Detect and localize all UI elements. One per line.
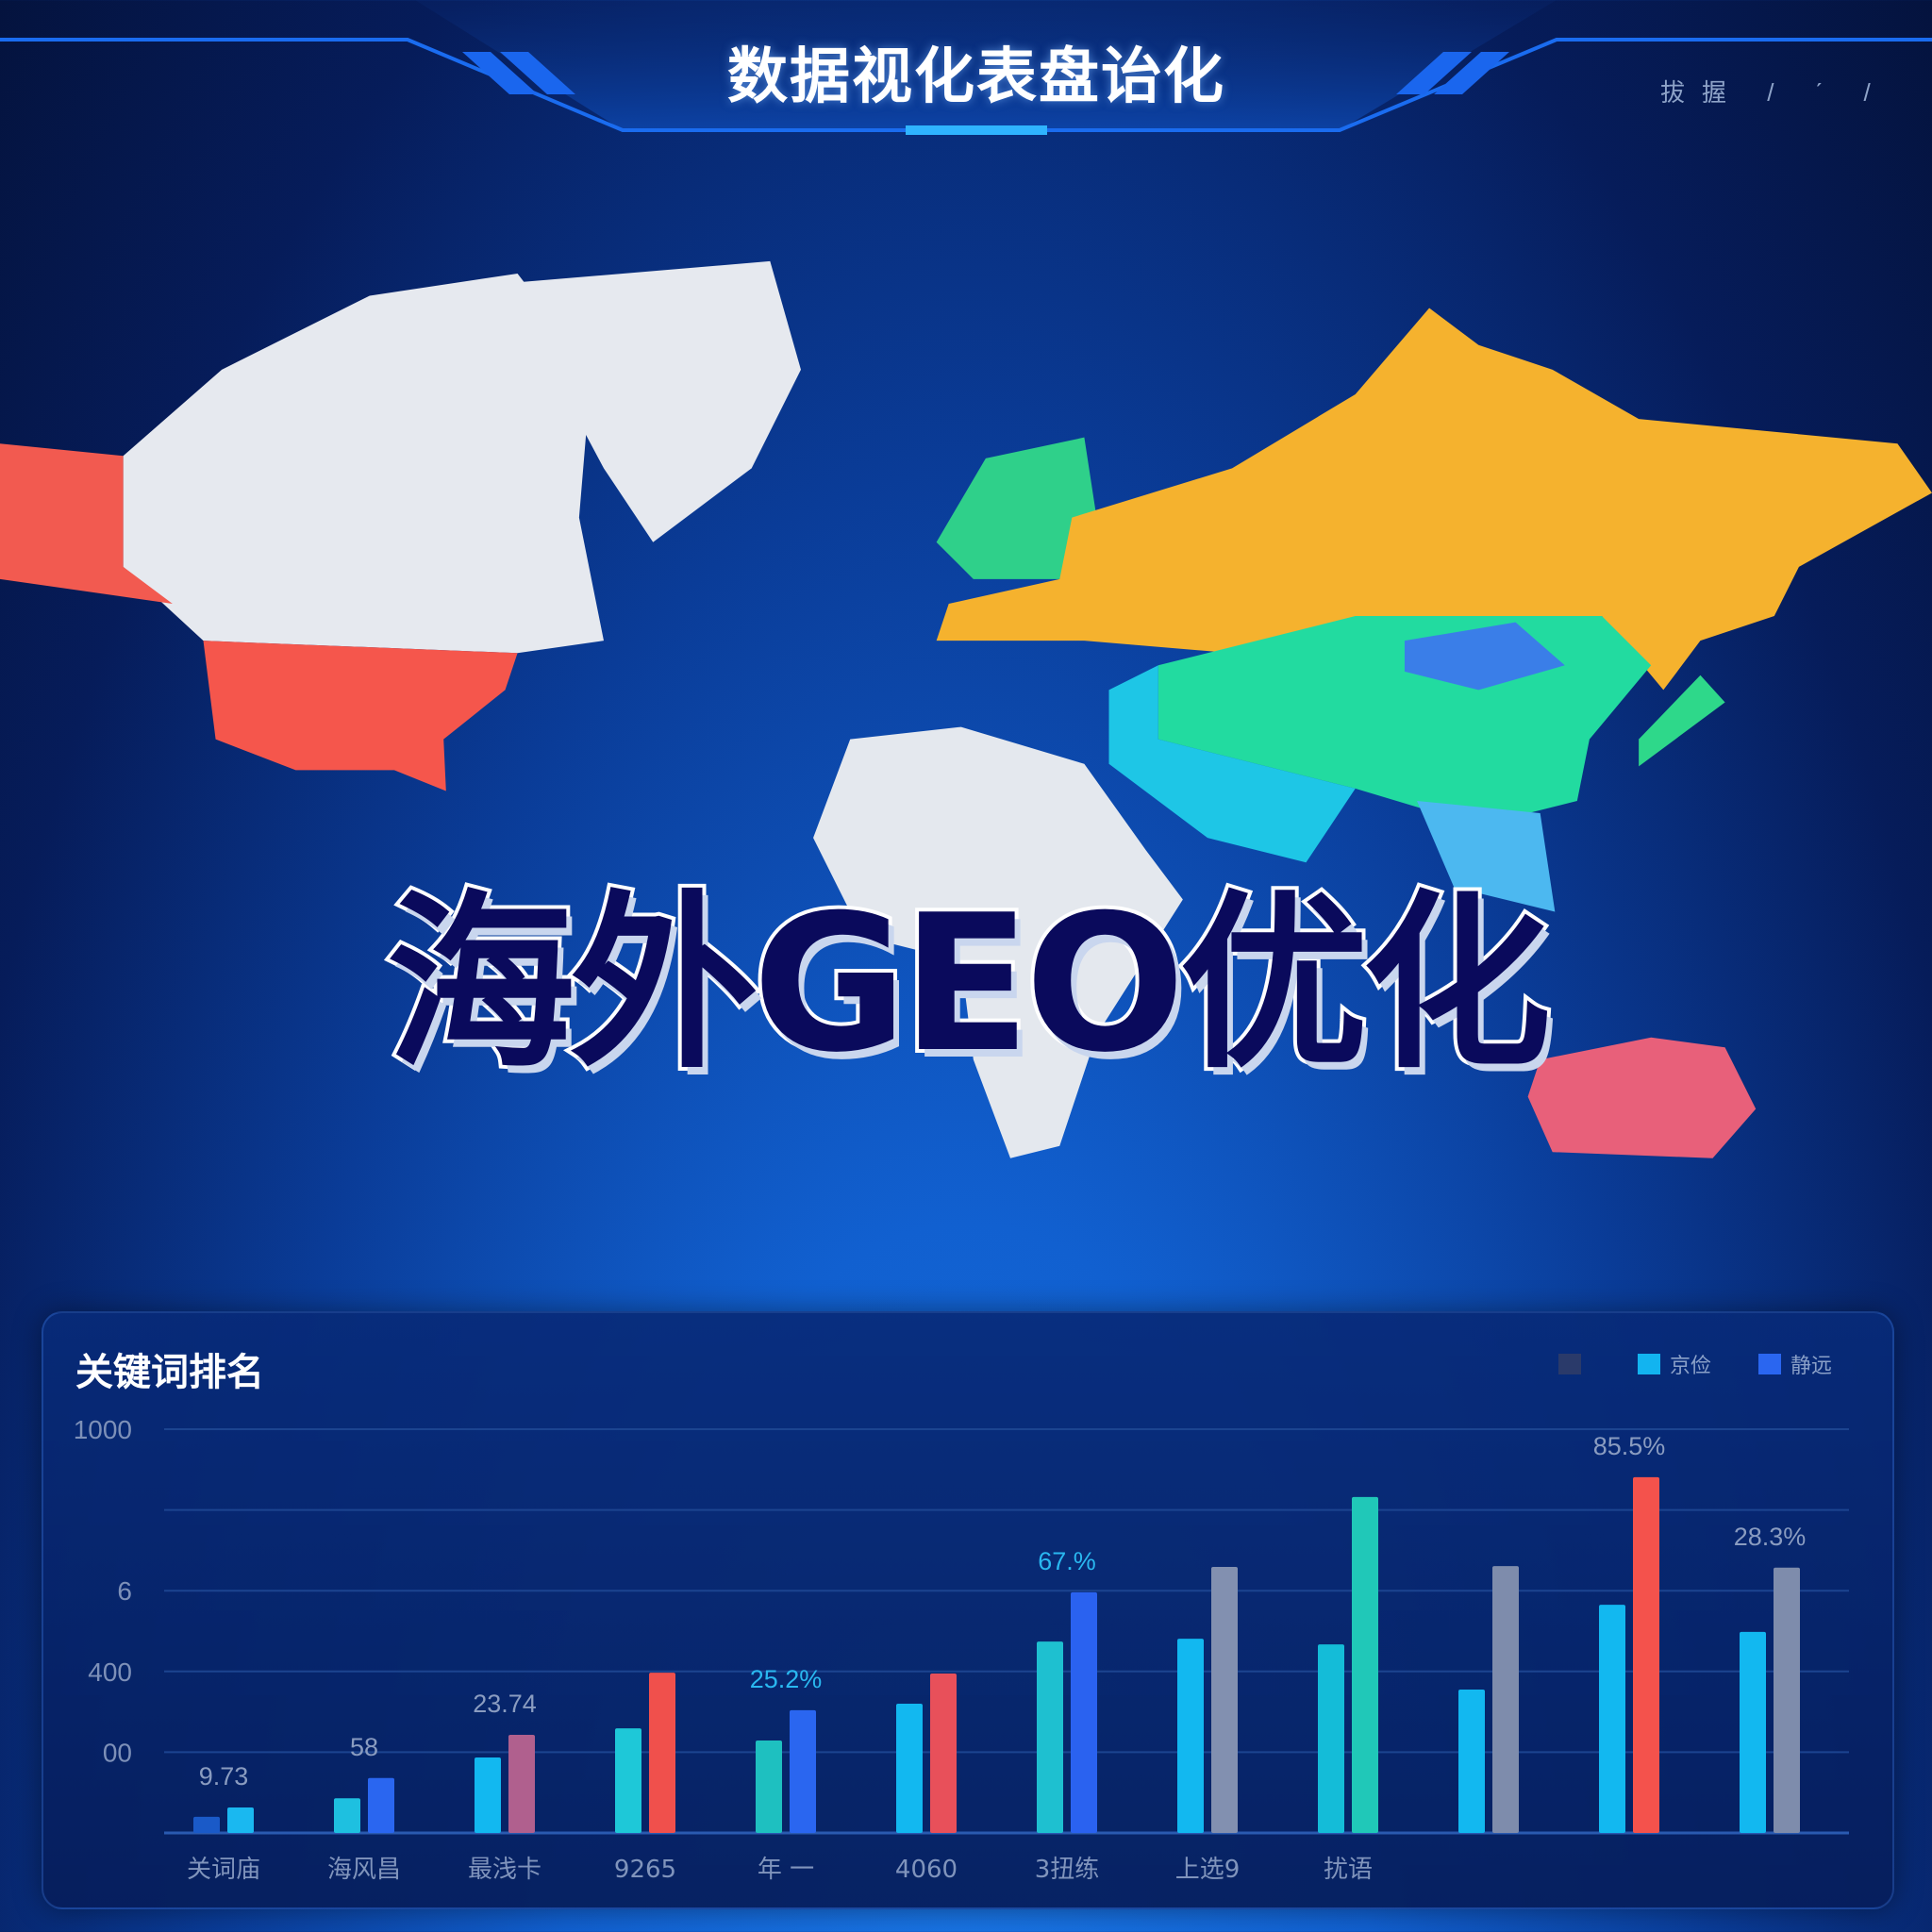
legend-item[interactable]: 京俭 bbox=[1638, 1349, 1711, 1379]
data-label: 23.74 bbox=[473, 1690, 537, 1718]
map-region-australia[interactable] bbox=[1527, 1037, 1757, 1158]
x-tick-label: 4060 bbox=[895, 1856, 958, 1884]
map-region-south-asia[interactable] bbox=[1108, 665, 1356, 863]
x-tick-label: 海风昌 bbox=[327, 1856, 401, 1884]
map-region-usa[interactable] bbox=[203, 641, 518, 791]
data-label: 25.2% bbox=[750, 1665, 823, 1693]
bar bbox=[1774, 1567, 1800, 1833]
data-label: 58 bbox=[350, 1733, 378, 1761]
bar bbox=[1458, 1690, 1485, 1833]
map-region-europe[interactable] bbox=[936, 437, 1097, 579]
map-region-canada[interactable] bbox=[123, 273, 604, 654]
map-region-greenland[interactable] bbox=[505, 260, 801, 542]
x-tick-label: 上选9 bbox=[1175, 1856, 1241, 1884]
legend-item[interactable]: 静远 bbox=[1758, 1349, 1832, 1379]
bar bbox=[193, 1816, 220, 1833]
x-tick-label: 扰语 bbox=[1324, 1856, 1373, 1884]
bar bbox=[227, 1807, 254, 1833]
bar bbox=[1492, 1566, 1519, 1833]
legend-label: 静远 bbox=[1790, 1354, 1833, 1377]
x-tick-label: 9265 bbox=[614, 1856, 676, 1884]
header-glow-bar bbox=[906, 125, 1047, 135]
legend-swatch bbox=[1558, 1354, 1581, 1374]
bar bbox=[649, 1673, 675, 1833]
bar bbox=[1037, 1641, 1063, 1833]
bar bbox=[790, 1709, 816, 1833]
legend-label: 京俭 bbox=[1670, 1354, 1712, 1377]
data-label: 28.3% bbox=[1734, 1523, 1807, 1551]
y-tick-label: 00 bbox=[103, 1738, 132, 1767]
map-region-southeast-asia[interactable] bbox=[1417, 800, 1556, 912]
map-region-russia[interactable] bbox=[936, 308, 1932, 691]
map-region-japan[interactable] bbox=[1639, 675, 1725, 767]
x-tick-label: 关词庙 bbox=[187, 1856, 260, 1884]
bar bbox=[1352, 1496, 1378, 1833]
bar bbox=[1599, 1605, 1625, 1833]
legend-item[interactable] bbox=[1558, 1349, 1591, 1379]
bar bbox=[1633, 1476, 1659, 1833]
x-tick-label: 年 一 bbox=[758, 1856, 814, 1884]
bar bbox=[1318, 1644, 1344, 1833]
bar bbox=[1177, 1639, 1204, 1833]
y-tick-label: 1000 bbox=[74, 1415, 132, 1444]
bar bbox=[615, 1728, 641, 1833]
bar bbox=[756, 1740, 782, 1833]
panel-title: 关键词排名 bbox=[75, 1351, 264, 1394]
hero-title: 海外GEO优化 bbox=[383, 871, 1556, 1098]
header-nav-text[interactable]: 拔握 / ˊ / bbox=[1660, 78, 1888, 107]
bar bbox=[334, 1798, 360, 1833]
map-region-mongolia[interactable] bbox=[1404, 622, 1565, 691]
y-tick-label: 6 bbox=[117, 1576, 132, 1606]
bar bbox=[896, 1704, 923, 1833]
chart-legend: 京俭 静远 bbox=[1558, 1349, 1832, 1379]
y-tick-label: 400 bbox=[88, 1657, 132, 1687]
map-region-alaska[interactable] bbox=[0, 443, 173, 604]
legend-swatch bbox=[1758, 1354, 1782, 1374]
bar bbox=[1071, 1591, 1097, 1833]
data-label: 9.73 bbox=[199, 1762, 249, 1790]
header-frame bbox=[0, 0, 1932, 135]
data-label: 85.5% bbox=[1593, 1432, 1666, 1460]
bar bbox=[475, 1757, 501, 1833]
map-region-africa[interactable] bbox=[813, 726, 1183, 1158]
legend-swatch bbox=[1638, 1354, 1660, 1374]
x-tick-label: 3扭练 bbox=[1035, 1856, 1100, 1884]
bar bbox=[508, 1734, 535, 1833]
dashboard-title: 数据视化表盘诒化 bbox=[727, 42, 1225, 112]
x-tick-label: 最浅卡 bbox=[468, 1856, 541, 1884]
bar bbox=[1740, 1631, 1766, 1833]
bar bbox=[930, 1673, 957, 1833]
bar bbox=[1211, 1566, 1238, 1833]
data-label: 67.% bbox=[1038, 1547, 1096, 1575]
bar bbox=[368, 1777, 394, 1833]
